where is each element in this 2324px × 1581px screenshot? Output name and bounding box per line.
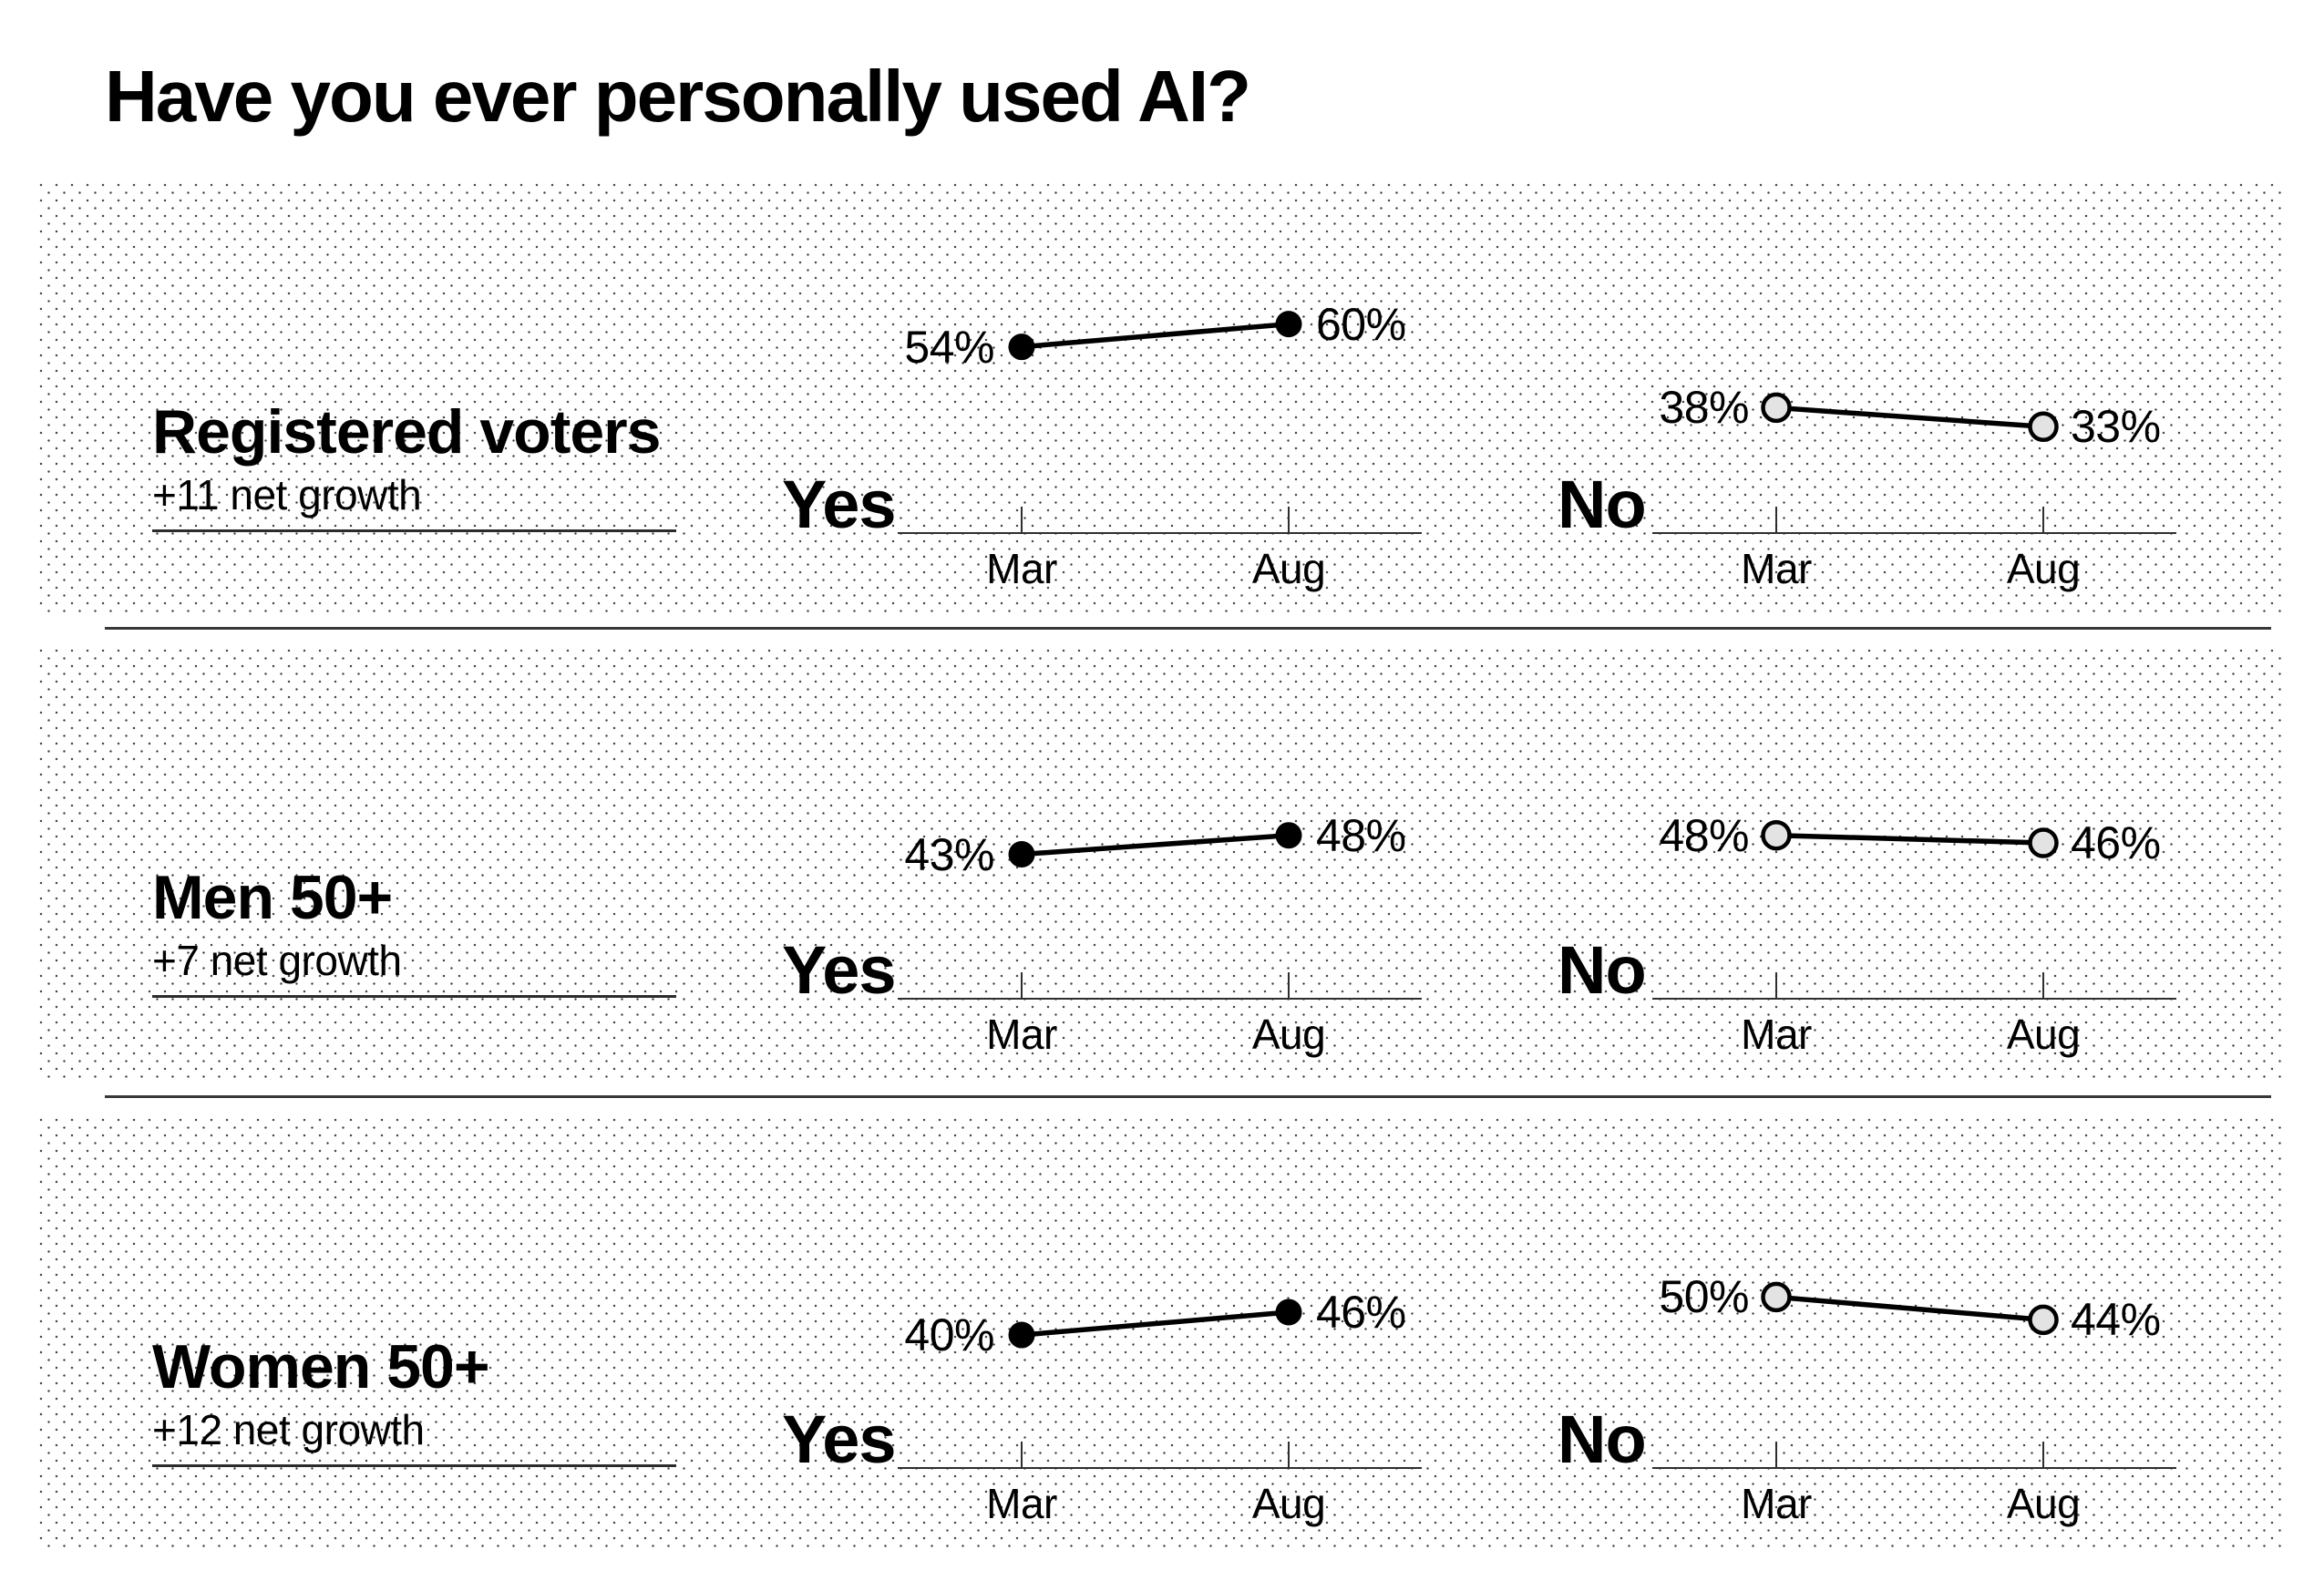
- month-label: Mar: [1741, 1480, 1812, 1527]
- tick-mark: [1021, 972, 1023, 998]
- data-point: [1008, 1321, 1035, 1349]
- no-chart: No Mar Aug 50% 44%: [1558, 1116, 2250, 1547]
- data-point: [1761, 819, 1792, 851]
- label-underline: [152, 995, 676, 998]
- group-row-men-50: Men 50+ +7 net growth Yes Mar Aug 43% 48% N…: [38, 647, 2284, 1078]
- trend-line: [1775, 832, 2044, 846]
- series-label-no: No: [1558, 932, 1647, 1008]
- data-point: [1008, 841, 1035, 868]
- value-label: 46%: [1316, 1287, 1406, 1339]
- trend-line: [1775, 1294, 2044, 1323]
- month-label: Aug: [2006, 1480, 2081, 1527]
- tick-mark: [2042, 972, 2044, 998]
- value-label: 44%: [2071, 1294, 2161, 1346]
- data-point: [2028, 411, 2059, 442]
- tick-mark: [1775, 1442, 1777, 1467]
- tick-mark: [1775, 507, 1777, 532]
- tick-mark: [2042, 1442, 2044, 1467]
- month-label: Aug: [2006, 545, 2081, 592]
- value-label: 46%: [2071, 817, 2161, 869]
- month-label: Mar: [986, 1480, 1057, 1527]
- no-trend-svg: [1761, 819, 2059, 858]
- data-point: [1008, 334, 1035, 361]
- label-underline: [152, 1464, 676, 1467]
- month-label: Mar: [1741, 545, 1812, 592]
- page-title: Have you ever personally used AI?: [105, 56, 1251, 137]
- data-point: [1761, 1281, 1792, 1313]
- row-divider: [105, 1095, 2271, 1098]
- tick-mark: [1288, 507, 1290, 532]
- axis-line: [1652, 998, 2176, 1000]
- axis-line: [1652, 532, 2176, 534]
- axis-line: [898, 532, 1422, 534]
- series-label-yes: Yes: [782, 467, 897, 542]
- series-label-no: No: [1558, 1401, 1647, 1477]
- month-label: Mar: [1741, 1011, 1812, 1058]
- month-label: Aug: [2006, 1011, 2081, 1058]
- series-label-no: No: [1558, 467, 1647, 542]
- axis-line: [1652, 1467, 2176, 1469]
- data-point: [1761, 392, 1792, 424]
- value-label: 60%: [1316, 298, 1406, 350]
- yes-trend-svg: [1008, 1299, 1302, 1349]
- group-name: Women 50+: [152, 1332, 490, 1401]
- series-label-yes: Yes: [782, 932, 897, 1008]
- axis-line: [898, 998, 1422, 1000]
- yes-chart: Yes Mar Aug 43% 48%: [782, 647, 1475, 1078]
- value-label: 48%: [1659, 809, 1749, 861]
- data-point: [2028, 827, 2059, 858]
- trend-line: [1775, 405, 2044, 429]
- group-row-registered-voters: Registered voters +11 net growth Yes Mar…: [38, 181, 2284, 612]
- group-label-block: Registered voters +11 net growth: [152, 181, 681, 612]
- no-trend-svg: [1761, 392, 2059, 442]
- tick-mark: [1021, 507, 1023, 532]
- tick-mark: [1021, 1442, 1023, 1467]
- trend-line: [1021, 1309, 1290, 1338]
- group-net-growth: +12 net growth: [152, 1406, 425, 1453]
- yes-trend-svg: [1008, 311, 1302, 361]
- value-label: 43%: [904, 828, 994, 880]
- value-label: 40%: [904, 1309, 994, 1361]
- group-label-block: Men 50+ +7 net growth: [152, 647, 681, 1078]
- trend-line: [1021, 321, 1290, 350]
- data-point: [1275, 311, 1302, 338]
- data-point: [1275, 822, 1302, 849]
- month-label: Aug: [1251, 545, 1326, 592]
- group-name: Registered voters: [152, 397, 661, 467]
- value-label: 50%: [1659, 1271, 1749, 1323]
- month-label: Aug: [1251, 1011, 1326, 1058]
- month-label: Mar: [986, 545, 1057, 592]
- group-row-women-50: Women 50+ +12 net growth Yes Mar Aug 40% 46…: [38, 1116, 2284, 1547]
- yes-chart: Yes Mar Aug 54% 60%: [782, 181, 1475, 612]
- trend-line: [1021, 832, 1290, 857]
- no-trend-svg: [1761, 1281, 2059, 1336]
- series-label-yes: Yes: [782, 1401, 897, 1477]
- row-divider: [105, 627, 2271, 630]
- no-chart: No Mar Aug 48% 46%: [1558, 647, 2250, 1078]
- tick-mark: [1288, 972, 1290, 998]
- month-label: Aug: [1251, 1480, 1326, 1527]
- tick-mark: [1775, 972, 1777, 998]
- month-label: Mar: [986, 1011, 1057, 1058]
- data-point: [1275, 1299, 1302, 1326]
- value-label: 54%: [904, 321, 994, 373]
- value-label: 33%: [2071, 401, 2161, 453]
- axis-line: [898, 1467, 1422, 1469]
- no-chart: No Mar Aug 38% 33%: [1558, 181, 2250, 612]
- value-label: 48%: [1316, 809, 1406, 861]
- group-net-growth: +7 net growth: [152, 937, 402, 984]
- yes-chart: Yes Mar Aug 40% 46%: [782, 1116, 1475, 1547]
- label-underline: [152, 529, 676, 532]
- data-point: [2028, 1304, 2059, 1336]
- tick-mark: [2042, 507, 2044, 532]
- tick-mark: [1288, 1442, 1290, 1467]
- value-label: 38%: [1659, 382, 1749, 434]
- group-name: Men 50+: [152, 863, 393, 932]
- yes-trend-svg: [1008, 822, 1302, 868]
- group-label-block: Women 50+ +12 net growth: [152, 1116, 681, 1547]
- group-net-growth: +11 net growth: [152, 471, 422, 518]
